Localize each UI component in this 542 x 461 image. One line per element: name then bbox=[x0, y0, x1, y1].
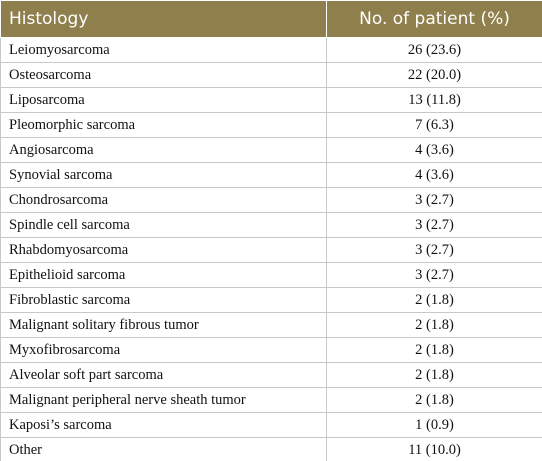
count-cell: 2 (1.8) bbox=[326, 362, 542, 388]
table-body: Leiomyosarcoma 26 (23.6) Osteosarcoma 22 (2… bbox=[0, 37, 542, 461]
table-row: Synovial sarcoma 4 (3.6) bbox=[0, 162, 542, 188]
count-cell: 2 (1.8) bbox=[326, 312, 542, 338]
count-cell: 4 (3.6) bbox=[326, 162, 542, 188]
count-cell: 3 (2.7) bbox=[326, 212, 542, 238]
histology-cell: Malignant peripheral nerve sheath tumor bbox=[0, 387, 327, 413]
histology-cell: Angiosarcoma bbox=[0, 137, 327, 163]
histology-cell: Osteosarcoma bbox=[0, 62, 327, 88]
header-row: Histology No. of patient (%) bbox=[0, 0, 542, 38]
table-row: Pleomorphic sarcoma 7 (6.3) bbox=[0, 112, 542, 138]
table-row: Alveolar soft part sarcoma 2 (1.8) bbox=[0, 362, 542, 388]
histology-cell: Malignant solitary fibrous tumor bbox=[0, 312, 327, 338]
table-row: Kaposi’s sarcoma 1 (0.9) bbox=[0, 412, 542, 438]
table-row: Malignant solitary fibrous tumor 2 (1.8) bbox=[0, 312, 542, 338]
table-row: Myxofibrosarcoma 2 (1.8) bbox=[0, 337, 542, 363]
table-row: Spindle cell sarcoma 3 (2.7) bbox=[0, 212, 542, 238]
histology-cell: Pleomorphic sarcoma bbox=[0, 112, 327, 138]
histology-cell: Rhabdomyosarcoma bbox=[0, 237, 327, 263]
histology-cell: Epithelioid sarcoma bbox=[0, 262, 327, 288]
table-row: Leiomyosarcoma 26 (23.6) bbox=[0, 37, 542, 63]
histology-cell: Leiomyosarcoma bbox=[0, 37, 327, 63]
count-cell: 2 (1.8) bbox=[326, 287, 542, 313]
count-cell: 13 (11.8) bbox=[326, 87, 542, 113]
count-cell: 3 (2.7) bbox=[326, 187, 542, 213]
histology-cell: Alveolar soft part sarcoma bbox=[0, 362, 327, 388]
table-row: Liposarcoma 13 (11.8) bbox=[0, 87, 542, 113]
histology-cell: Myxofibrosarcoma bbox=[0, 337, 327, 363]
histology-cell: Fibroblastic sarcoma bbox=[0, 287, 327, 313]
count-cell: 2 (1.8) bbox=[326, 387, 542, 413]
histology-cell: Spindle cell sarcoma bbox=[0, 212, 327, 238]
table-row: Angiosarcoma 4 (3.6) bbox=[0, 137, 542, 163]
count-cell: 3 (2.7) bbox=[326, 262, 542, 288]
table-header: Histology No. of patient (%) bbox=[0, 0, 542, 38]
count-cell: 3 (2.7) bbox=[326, 237, 542, 263]
header-cell: No. of patient (%) bbox=[326, 0, 542, 38]
table-row: Chondrosarcoma 3 (2.7) bbox=[0, 187, 542, 213]
count-cell: 22 (20.0) bbox=[326, 62, 542, 88]
count-cell: 11 (10.0) bbox=[326, 437, 542, 461]
histology-cell: Chondrosarcoma bbox=[0, 187, 327, 213]
histology-cell: Kaposi’s sarcoma bbox=[0, 412, 327, 438]
histology-cell: Other bbox=[0, 437, 327, 461]
count-cell: 26 (23.6) bbox=[326, 37, 542, 63]
header-cell: Histology bbox=[0, 0, 327, 38]
table-row: Fibroblastic sarcoma 2 (1.8) bbox=[0, 287, 542, 313]
count-cell: 1 (0.9) bbox=[326, 412, 542, 438]
count-cell: 2 (1.8) bbox=[326, 337, 542, 363]
table-row: Malignant peripheral nerve sheath tumor 2… bbox=[0, 387, 542, 413]
table-row: Rhabdomyosarcoma 3 (2.7) bbox=[0, 237, 542, 263]
table-row: Other 11 (10.0) bbox=[0, 437, 542, 461]
count-cell: 7 (6.3) bbox=[326, 112, 542, 138]
table-row: Osteosarcoma 22 (20.0) bbox=[0, 62, 542, 88]
table-row: Epithelioid sarcoma 3 (2.7) bbox=[0, 262, 542, 288]
histology-cell: Liposarcoma bbox=[0, 87, 327, 113]
histology-cell: Synovial sarcoma bbox=[0, 162, 327, 188]
count-cell: 4 (3.6) bbox=[326, 137, 542, 163]
